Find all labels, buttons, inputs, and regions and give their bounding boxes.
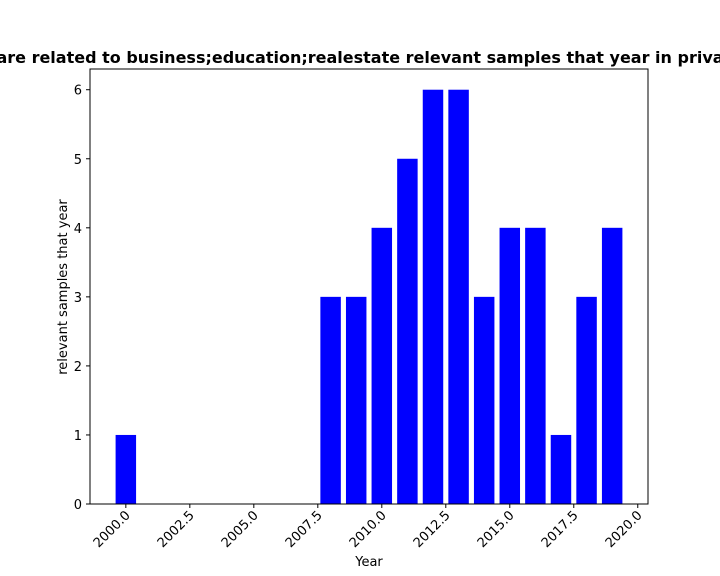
x-axis-label: Year (354, 555, 383, 570)
plot-area-frame (89, 68, 649, 505)
x-tick-label: 2010.0 (347, 508, 390, 551)
bar-2000 (115, 434, 137, 504)
y-tick-label: 3 (74, 291, 82, 306)
bar-2012 (422, 89, 444, 504)
y-axis-ticks: 0 1 2 3 4 5 6 (74, 84, 90, 513)
x-tick-label: 2020.0 (603, 508, 646, 551)
bar-2016 (525, 227, 546, 505)
y-tick-label: 5 (74, 153, 82, 168)
bar-2010 (371, 227, 393, 505)
x-tick-label: 2007.5 (283, 508, 326, 551)
x-tick-label: 2017.5 (539, 508, 582, 551)
bar-2014 (473, 296, 495, 504)
bar-2015 (499, 227, 521, 505)
x-tick-label: 2012.5 (411, 508, 454, 551)
bar-2011 (397, 158, 418, 504)
x-tick-label: 2005.0 (219, 508, 262, 551)
x-tick-label: 2015.0 (475, 508, 518, 551)
x-tick-label: 2002.5 (155, 508, 198, 551)
bar-2009 (345, 296, 367, 504)
x-tick-label: 2000.0 (91, 508, 134, 551)
y-tick-label: 4 (74, 222, 82, 237)
chart-title: are related to business;education;reales… (0, 48, 720, 67)
bars-group (115, 89, 623, 505)
y-tick-label: 0 (74, 498, 82, 513)
bar-2018 (576, 296, 597, 504)
y-tick-label: 6 (74, 84, 82, 99)
bar-2017 (550, 434, 572, 504)
bar-2008 (320, 296, 341, 504)
y-axis-label: relevant samples that year (56, 199, 71, 375)
x-axis-ticks: 2000.0 2002.5 2005.0 2007.5 2010.0 2012.5 2015… (91, 504, 646, 551)
y-tick-label: 2 (74, 360, 82, 375)
y-tick-label: 1 (74, 429, 82, 444)
bar-2013 (448, 89, 469, 504)
bar-2019 (601, 227, 623, 505)
